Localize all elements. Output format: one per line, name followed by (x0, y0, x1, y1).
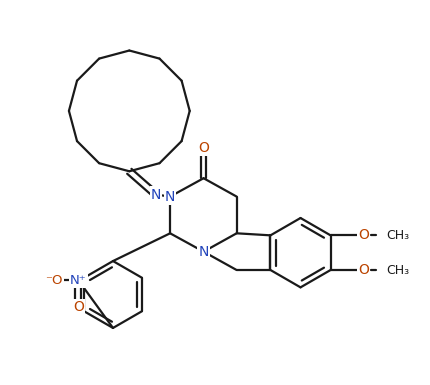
Text: N: N (198, 244, 209, 259)
Text: O: O (358, 263, 369, 277)
Text: O: O (358, 228, 369, 242)
Text: N⁺: N⁺ (70, 274, 86, 287)
Text: O: O (73, 300, 84, 314)
Text: ⁻O: ⁻O (45, 274, 63, 287)
Text: CH₃: CH₃ (387, 263, 410, 276)
Text: CH₃: CH₃ (387, 229, 410, 242)
Text: N: N (150, 187, 161, 201)
Text: O: O (198, 141, 209, 155)
Text: N: N (165, 189, 175, 204)
